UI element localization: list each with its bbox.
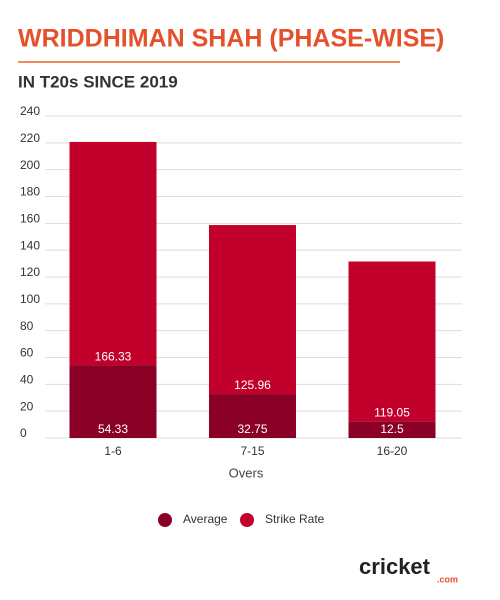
legend-marker [240,513,254,527]
y-tick-label: 0 [20,426,27,440]
value-label: 125.96 [234,378,271,392]
y-tick-label: 40 [20,373,34,387]
bar-segment [69,365,157,438]
y-tick-label: 80 [20,319,34,333]
x-axis-label: Overs [229,465,264,480]
y-tick-label: 200 [20,158,40,172]
value-label: 119.05 [374,405,410,419]
legend-label: Strike Rate [265,512,325,526]
bar-segment [209,225,296,395]
y-tick-label: 100 [20,292,40,306]
y-tick-label: 120 [20,265,40,279]
value-label: 12.5 [380,422,404,436]
brand-suffix: .com [437,574,458,584]
bar-segment [69,141,157,366]
bar-segment [348,421,436,438]
brand: cricket [359,554,431,579]
value-label: 166.33 [95,349,132,363]
chart-subtitle: IN T20s SINCE 2019 [18,72,178,91]
y-tick-label: 20 [20,399,34,413]
value-label: 54.33 [98,422,128,436]
y-tick-label: 220 [20,131,40,145]
value-label: 32.75 [237,422,267,436]
y-tick-label: 140 [20,238,40,252]
chart-title: WRIDDHIMAN SHAH (PHASE-WISE) [18,25,444,53]
bar-segment [348,261,436,422]
x-tick-label: 1-6 [104,444,122,458]
y-tick-label: 160 [20,212,40,226]
legend-marker [158,513,172,527]
y-tick-label: 60 [20,346,34,360]
title-underline [18,61,400,63]
y-tick-label: 240 [20,104,40,118]
y-tick-label: 180 [20,185,40,199]
bar-segment [209,394,296,438]
legend-label: Average [183,512,228,526]
x-tick-label: 16-20 [377,444,408,458]
x-tick-label: 7-15 [240,444,264,458]
